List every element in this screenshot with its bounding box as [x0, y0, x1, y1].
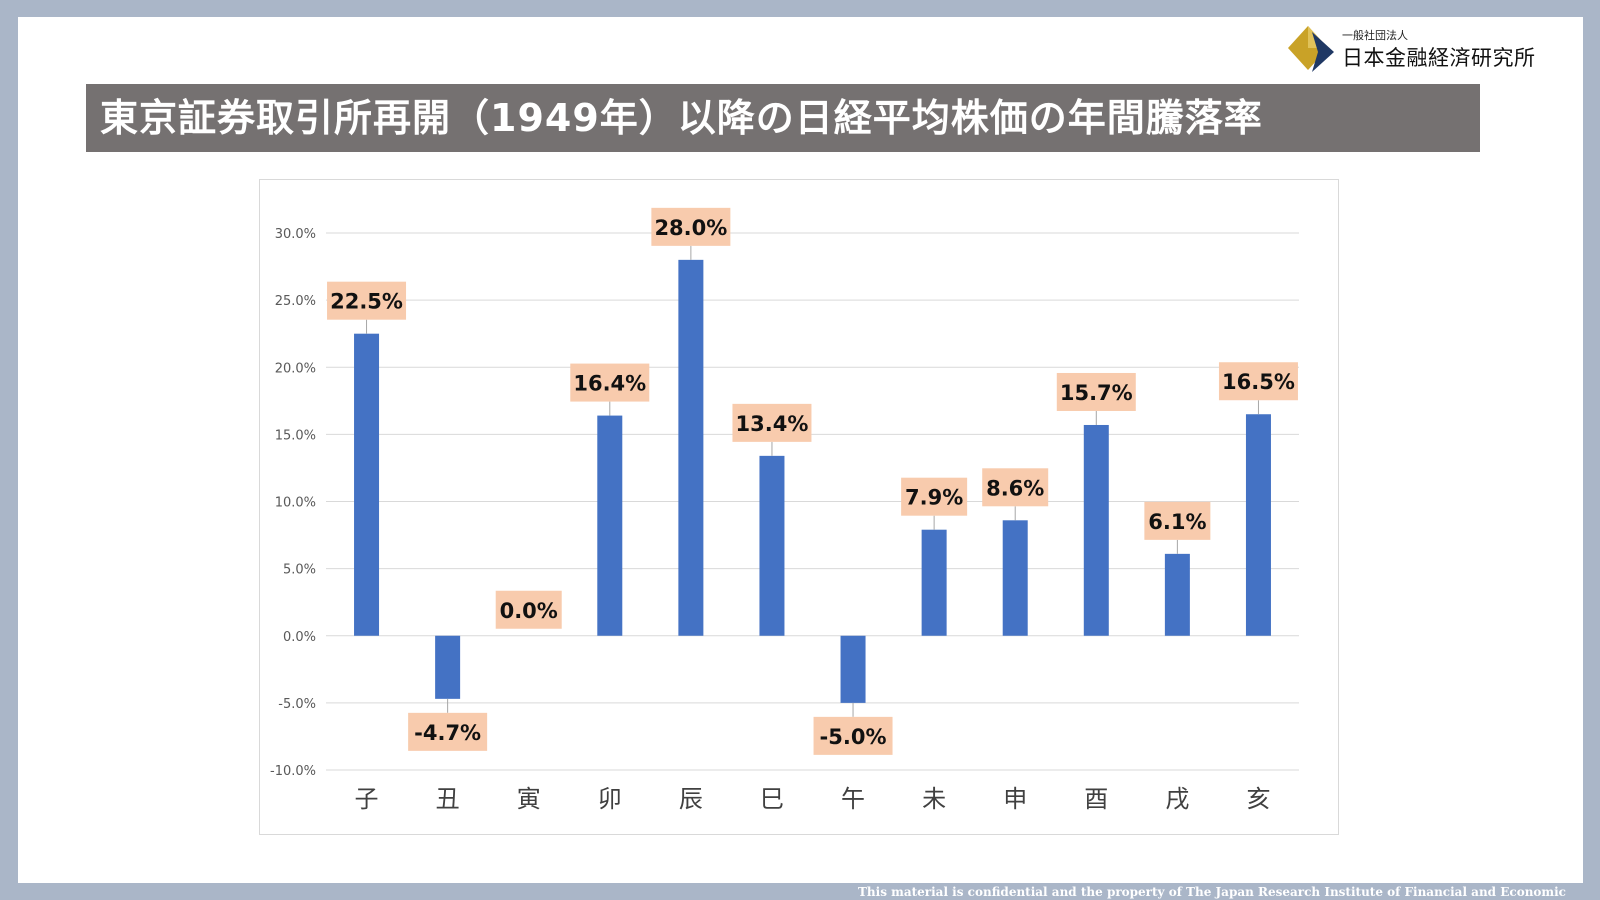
data-label-box	[1218, 362, 1298, 401]
data-label: 22.5%	[330, 290, 403, 314]
x-tick-label: 巳	[760, 785, 784, 813]
y-tick-label: 5.0%	[283, 563, 316, 578]
y-tick-label: 20.0%	[275, 361, 316, 376]
chart-frame: 30.0% 25.0% 20.0% 15.0% 10.0% 5.0% 0.0% -5.0% -1…	[259, 179, 1339, 835]
x-tick-label: 酉	[1084, 785, 1108, 813]
bar	[1002, 520, 1028, 636]
y-tick-label: 25.0%	[275, 294, 316, 309]
data-label-box	[901, 477, 968, 516]
x-tick-label: 午	[841, 785, 865, 813]
bar	[354, 333, 380, 636]
data-label-box	[982, 468, 1049, 507]
data-label-box	[1056, 372, 1136, 411]
data-label: 6.1%	[1148, 510, 1206, 534]
data-label: 16.4%	[573, 372, 646, 396]
data-label: 7.9%	[905, 486, 963, 510]
bar	[1245, 414, 1271, 636]
data-label: 28.0%	[654, 216, 727, 240]
bar-chart: 30.0% 25.0% 20.0% 15.0% 10.0% 5.0% 0.0% -5.0% -1…	[270, 207, 1299, 813]
data-label-box	[651, 207, 731, 246]
title-bar: 東京証券取引所再開（1949年）以降の日経平均株価の年間騰落率	[86, 84, 1480, 152]
logo-subtitle: 一般社団法人	[1342, 29, 1408, 42]
y-tick-label: -5.0%	[278, 697, 316, 712]
y-tick-label: 0.0%	[283, 630, 316, 645]
logo-mark-icon	[1288, 26, 1334, 72]
bar	[921, 529, 947, 636]
bar	[759, 455, 785, 636]
data-label-box	[732, 403, 812, 442]
data-label: -4.7%	[414, 721, 481, 745]
logo-name: 日本金融経済研究所	[1342, 46, 1536, 70]
bar	[597, 415, 623, 636]
logo: 一般社団法人 日本金融経済研究所	[1288, 26, 1578, 76]
data-label: 15.7%	[1060, 381, 1133, 405]
bar	[1164, 553, 1190, 636]
x-tick-label: 未	[922, 785, 946, 813]
x-tick-label: 辰	[679, 785, 703, 813]
page-title: 東京証券取引所再開（1949年）以降の日経平均株価の年間騰落率	[100, 96, 1263, 140]
x-tick-label: 申	[1003, 785, 1027, 813]
data-label-box	[408, 712, 488, 751]
x-tick-label: 亥	[1246, 785, 1270, 813]
data-label: 16.5%	[1222, 370, 1295, 394]
bar	[435, 635, 461, 699]
bar	[840, 635, 866, 703]
bar	[678, 259, 704, 636]
data-label-box	[813, 716, 893, 755]
data-label-box	[1144, 501, 1211, 540]
y-tick-label: -10.0%	[270, 764, 316, 779]
x-tick-label: 丑	[436, 785, 460, 813]
data-label: 0.0%	[500, 599, 558, 623]
data-label-box	[570, 363, 650, 402]
x-tick-label: 寅	[517, 785, 541, 813]
y-tick-label: 30.0%	[275, 227, 316, 242]
data-label-box	[327, 281, 407, 320]
data-label: -5.0%	[820, 725, 887, 749]
data-label-box	[495, 590, 562, 629]
y-tick-label: 15.0%	[275, 428, 316, 443]
footer-disclaimer: This material is confidential and the pr…	[857, 885, 1566, 899]
data-label: 8.6%	[986, 476, 1044, 500]
bar	[1083, 424, 1109, 636]
x-tick-label: 戌	[1165, 785, 1189, 813]
x-tick-label: 子	[355, 785, 379, 813]
data-label: 13.4%	[736, 412, 809, 436]
x-tick-label: 卯	[598, 785, 622, 813]
y-tick-label: 10.0%	[275, 496, 316, 511]
